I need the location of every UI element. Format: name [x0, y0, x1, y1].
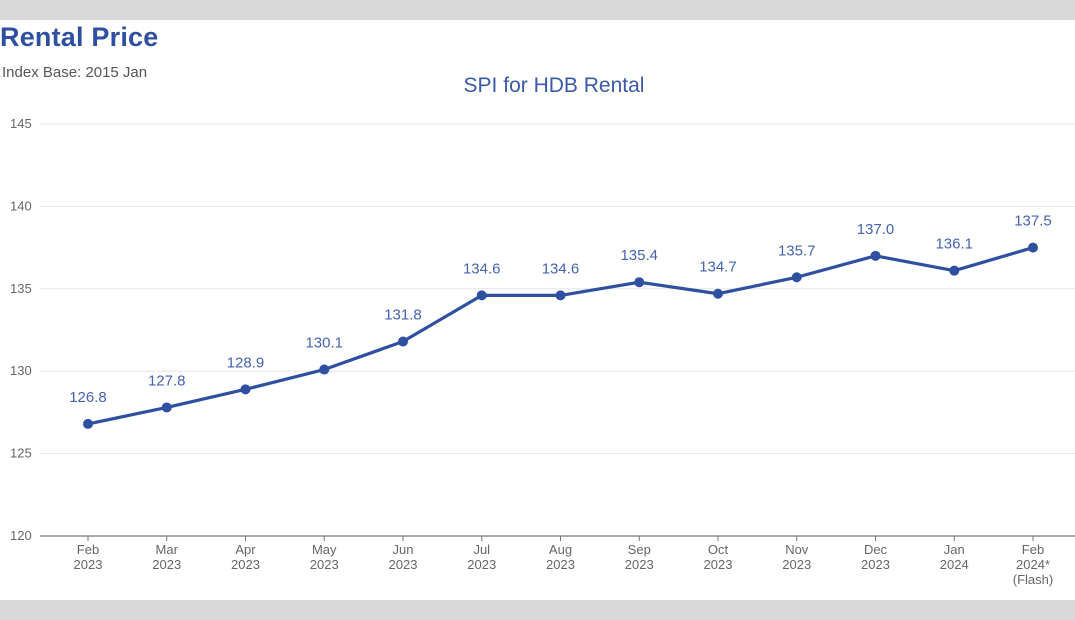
data-point — [161, 402, 172, 413]
data-point — [713, 288, 723, 299]
chart-title: SPI for HDB Rental — [464, 74, 645, 97]
page-title: Rental Price — [0, 22, 159, 52]
x-tick-label: 2023 — [389, 557, 418, 572]
x-tick-label: 2023 — [546, 557, 575, 572]
index-base-note: Index Base: 2015 Jan — [2, 64, 148, 81]
data-point — [398, 336, 408, 347]
data-label: 126.8 — [69, 389, 107, 406]
y-tick-label: 125 — [10, 446, 32, 461]
x-tick-label: Aug — [549, 542, 572, 557]
data-point — [870, 250, 881, 261]
grid-layer — [40, 123, 1075, 455]
x-tick-label: Feb — [77, 542, 99, 557]
x-tick-label: 2023 — [152, 557, 181, 572]
y-tick-label: 130 — [10, 363, 32, 378]
x-tick-label: Feb — [1022, 542, 1044, 557]
y-tick-label: 135 — [10, 281, 32, 296]
x-tick-label: Dec — [864, 542, 888, 557]
data-point — [83, 418, 93, 429]
x-tick-label: 2023 — [231, 557, 260, 572]
data-label: 128.9 — [227, 354, 265, 371]
x-tick-label: 2023 — [861, 557, 890, 572]
data-label: 131.8 — [384, 307, 422, 324]
x-tick-label: 2023 — [625, 557, 654, 572]
x-tick-label: May — [312, 542, 337, 557]
data-label: 134.7 — [699, 259, 737, 276]
x-tick-label: 2023 — [782, 557, 811, 572]
data-label: 137.5 — [1014, 213, 1052, 230]
x-tick-label: 2024* — [1016, 557, 1050, 572]
x-tick-label: Oct — [708, 542, 729, 557]
data-point — [949, 265, 960, 276]
data-point — [240, 384, 251, 395]
data-label: 135.7 — [778, 242, 816, 259]
y-tick-label: 120 — [10, 528, 32, 543]
axis-layer: 120125130135140145Feb2023Mar2023Apr2023M… — [10, 116, 1075, 587]
data-label: 137.0 — [857, 221, 895, 238]
x-tick-label: Sep — [628, 542, 651, 557]
y-tick-label: 145 — [10, 116, 32, 131]
x-tick-label: 2023 — [310, 557, 339, 572]
data-label: 130.1 — [305, 335, 343, 352]
data-point — [791, 272, 802, 283]
data-point — [555, 290, 566, 301]
data-label: 134.6 — [542, 260, 580, 277]
x-tick-label: 2023 — [467, 557, 496, 572]
x-tick-label: Jul — [473, 542, 490, 557]
data-point — [319, 364, 330, 375]
data-label: 135.4 — [620, 247, 658, 264]
line-chart: SPI for HDB Rental 120 125 130 135 140 145 Feb… — [10, 74, 1075, 587]
data-point — [634, 277, 645, 288]
x-tick-label: Nov — [785, 542, 809, 557]
data-point — [1028, 242, 1038, 253]
x-tick-label: 2023 — [704, 557, 733, 572]
x-tick-label: Apr — [235, 542, 256, 557]
series-layer — [83, 242, 1038, 429]
data-label: 127.8 — [148, 372, 186, 389]
y-tick-label: 140 — [10, 198, 32, 213]
x-tick-label: Mar — [156, 542, 179, 557]
x-tick-label: (Flash) — [1013, 572, 1053, 587]
chart-panel: Rental Price Index Base: 2015 Jan SPI fo… — [0, 20, 1075, 600]
x-tick-label: 2023 — [74, 557, 103, 572]
x-tick-label: 2024 — [940, 557, 969, 572]
x-tick-label: Jun — [393, 542, 414, 557]
x-tick-label: Jan — [944, 542, 965, 557]
data-point — [476, 290, 487, 301]
data-label: 136.1 — [935, 236, 973, 253]
data-label: 134.6 — [463, 260, 501, 277]
data-label-layer: 126.8 127.8 128.9 130.1 131.8 134.6 134.6 135.4… — [69, 213, 1052, 406]
